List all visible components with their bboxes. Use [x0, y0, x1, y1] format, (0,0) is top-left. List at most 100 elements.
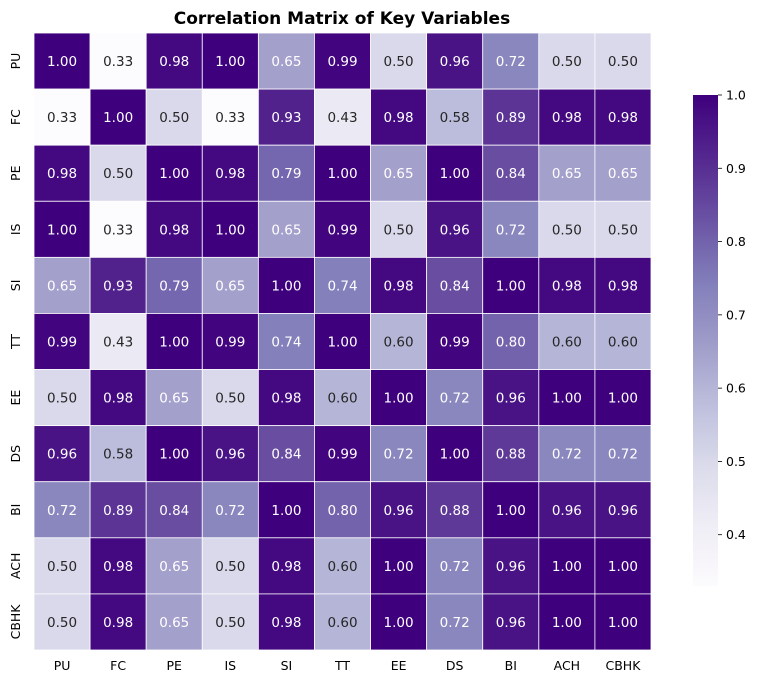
cell-value-label: 0.33 [103, 54, 133, 70]
cell-value-label: 0.65 [159, 559, 189, 575]
heatmap-cell [145, 200, 203, 258]
cell-value-label: 0.50 [608, 222, 638, 238]
cell-value-label: 0.72 [384, 447, 414, 463]
heatmap-cell [89, 425, 147, 483]
cell-value-label: 0.96 [47, 447, 77, 463]
heatmap-cell [482, 593, 540, 651]
heatmap-cell [482, 144, 540, 202]
cell-value-label: 0.33 [215, 110, 245, 126]
heatmap-cell [145, 369, 203, 427]
cell-value-label: 0.50 [552, 54, 582, 70]
cell-value-label: 0.98 [47, 166, 77, 182]
cell-value-label: 0.65 [552, 166, 582, 182]
heatmap-cell [482, 369, 540, 427]
heatmap-cell [257, 144, 315, 202]
cell-value-label: 0.98 [103, 559, 133, 575]
heatmap-cell [370, 425, 428, 483]
cell-value-label: 0.99 [327, 54, 357, 70]
cell-value-label: 0.50 [47, 391, 77, 407]
cell-value-label: 0.74 [327, 278, 357, 294]
cell-value-label: 1.00 [159, 335, 189, 351]
cell-value-label: 0.96 [552, 503, 582, 519]
x-tick-label: ACH [554, 658, 580, 673]
cell-value-label: 0.65 [159, 615, 189, 631]
cell-value-label: 1.00 [552, 391, 582, 407]
cell-value-label: 0.98 [103, 391, 133, 407]
cell-value-label: 1.00 [327, 335, 357, 351]
heatmap-cell [314, 200, 371, 258]
cell-value-label: 1.00 [608, 391, 638, 407]
x-tick-label: CBHK [606, 658, 642, 673]
cell-value-label: 0.98 [384, 278, 414, 294]
cell-value-label: 0.65 [47, 278, 77, 294]
cell-value-label: 1.00 [384, 559, 414, 575]
colorbar-tick-label: 0.9 [726, 161, 746, 176]
heatmap-cell [314, 537, 371, 595]
heatmap-cell [33, 88, 91, 146]
cell-value-label: 1.00 [496, 278, 526, 294]
heatmap-cell [594, 593, 652, 651]
y-tick-label: EE [8, 390, 23, 406]
cell-value-label: 0.50 [384, 54, 414, 70]
cell-value-label: 0.50 [159, 110, 189, 126]
cell-value-label: 0.43 [327, 110, 357, 126]
cell-value-label: 0.50 [384, 222, 414, 238]
cell-value-label: 0.98 [384, 110, 414, 126]
heatmap-cell [370, 88, 428, 146]
heatmap-cell [145, 593, 203, 651]
cell-value-label: 0.98 [271, 615, 301, 631]
heatmap-cell [594, 88, 652, 146]
heatmap-cell [314, 481, 371, 539]
heatmap-cell [201, 369, 259, 427]
y-tick-label: PU [8, 53, 23, 70]
heatmap-cell [370, 481, 428, 539]
cell-value-label: 1.00 [271, 503, 301, 519]
cell-value-label: 1.00 [384, 391, 414, 407]
cell-value-label: 0.33 [103, 222, 133, 238]
colorbar [693, 95, 718, 586]
cell-value-label: 0.74 [271, 335, 301, 351]
heatmap-cell [594, 425, 652, 483]
heatmap-cell [145, 144, 203, 202]
cell-value-label: 0.98 [215, 166, 245, 182]
y-tick-label: ACH [8, 553, 23, 579]
heatmap-cell [89, 256, 147, 314]
cell-value-label: 0.99 [327, 222, 357, 238]
cell-value-label: 0.72 [440, 559, 470, 575]
heatmap-cell [201, 32, 259, 90]
heatmap-cell [314, 88, 371, 146]
cell-value-label: 0.60 [552, 335, 582, 351]
heatmap-cell [33, 537, 91, 595]
cell-value-label: 1.00 [159, 166, 189, 182]
heatmap-cell [594, 256, 652, 314]
cell-value-label: 0.96 [496, 559, 526, 575]
cell-value-label: 1.00 [159, 447, 189, 463]
cell-value-label: 0.96 [496, 391, 526, 407]
cell-value-label: 0.84 [159, 503, 189, 519]
heatmap-cell [145, 256, 203, 314]
heatmap-cell [426, 593, 484, 651]
heatmap-cell [538, 88, 596, 146]
x-tick-label: EE [391, 658, 407, 673]
cell-value-label: 0.60 [327, 559, 357, 575]
heatmap-cell [201, 425, 259, 483]
cell-value-label: 0.84 [440, 278, 470, 294]
heatmap-cell [145, 32, 203, 90]
heatmap-cell [314, 313, 371, 370]
heatmap-cell [89, 32, 147, 90]
y-tick-label: PE [8, 165, 23, 181]
heatmap-cell [257, 88, 315, 146]
heatmap-cell [33, 369, 91, 427]
cell-value-label: 0.98 [103, 615, 133, 631]
cell-value-label: 0.58 [440, 110, 470, 126]
cell-value-label: 0.50 [103, 166, 133, 182]
x-tick-label: TT [334, 658, 350, 673]
heatmap-cell [426, 32, 484, 90]
cell-value-label: 0.96 [215, 447, 245, 463]
heatmap-cell [314, 256, 371, 314]
heatmap-cell [482, 256, 540, 314]
cell-value-label: 1.00 [47, 54, 77, 70]
cell-value-label: 0.93 [271, 110, 301, 126]
heatmap-cell [201, 256, 259, 314]
